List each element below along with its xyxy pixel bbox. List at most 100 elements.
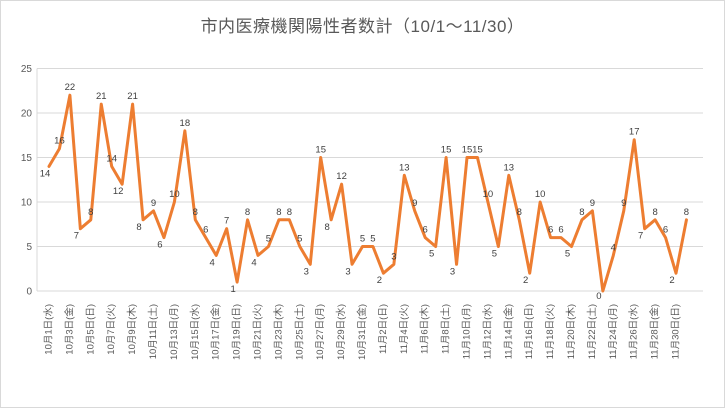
data-label: 13 <box>504 162 515 173</box>
x-tick-label: 11月28日(金) <box>649 304 661 359</box>
x-tick-label: 11月10日(月) <box>462 304 473 359</box>
data-label: 3 <box>345 266 350 277</box>
data-label: 9 <box>412 198 417 209</box>
data-label: 8 <box>287 207 292 218</box>
x-tick-label: 10月19日(日) <box>232 304 243 360</box>
x-tick-label: 11月8日(土) <box>440 304 452 354</box>
data-label: 15 <box>472 145 483 156</box>
data-label: 6 <box>423 225 428 236</box>
data-label: 9 <box>151 198 156 209</box>
chart-title: 市内医療機関陽性者数計（10/1～11/30） <box>200 17 525 36</box>
x-tick-label: 10月21日(火) <box>253 304 264 360</box>
data-label: 8 <box>517 207 522 218</box>
x-tick-label: 11月20日(木) <box>565 304 577 359</box>
x-tick-label: 11月16日(日) <box>524 304 535 359</box>
data-label: 0 <box>596 291 601 302</box>
data-label: 7 <box>224 216 229 227</box>
y-tick-label: 25 <box>21 64 33 75</box>
data-label: 6 <box>558 225 563 236</box>
data-label: 3 <box>304 266 309 277</box>
x-tick-label: 10月3日(金) <box>63 304 75 355</box>
data-label: 13 <box>399 162 410 173</box>
y-tick-label: 20 <box>21 109 33 120</box>
data-label: 8 <box>88 207 93 218</box>
x-tick-label: 10月7日(火) <box>106 304 117 355</box>
data-label: 8 <box>579 207 584 218</box>
data-label: 14 <box>106 153 117 164</box>
data-label: 7 <box>74 231 79 242</box>
x-tick-label: 11月18日(火) <box>545 304 556 359</box>
data-label: 1 <box>230 284 235 295</box>
data-label: 3 <box>391 251 396 262</box>
data-label: 8 <box>245 207 250 218</box>
data-label: 4 <box>210 257 215 268</box>
data-label: 5 <box>370 234 375 245</box>
data-label: 6 <box>548 225 553 236</box>
data-label: 5 <box>266 234 271 245</box>
data-label: 2 <box>377 275 382 286</box>
x-tick-label: 11月2日(日) <box>378 304 389 354</box>
data-label: 2 <box>669 275 674 286</box>
data-label: 10 <box>535 189 546 200</box>
data-label: 6 <box>663 225 668 236</box>
series-line <box>47 93 688 293</box>
x-tick-label: 10月27日(月) <box>315 304 326 360</box>
data-label: 12 <box>113 186 124 197</box>
x-tick-label: 10月13日(月) <box>169 304 180 360</box>
data-label: 8 <box>136 222 141 233</box>
y-tick-label: 5 <box>26 242 32 253</box>
data-label: 15 <box>315 145 326 156</box>
y-tick-label: 15 <box>21 153 33 164</box>
x-tick-label: 11月22日(土) <box>586 304 598 359</box>
data-label: 6 <box>157 240 162 251</box>
data-label: 12 <box>336 171 347 182</box>
x-tick-label: 10月17日(金) <box>210 304 222 360</box>
data-label: 8 <box>652 207 657 218</box>
data-label: 5 <box>429 249 434 260</box>
data-label: 4 <box>251 257 256 268</box>
x-tick-label: 10月31日(金) <box>356 304 368 360</box>
data-label: 14 <box>40 168 51 179</box>
x-tick-label: 11月14日(金) <box>502 304 514 359</box>
data-label: 15 <box>441 145 452 156</box>
data-label: 3 <box>450 266 455 277</box>
x-tick-label: 10月11日(土) <box>147 304 159 359</box>
data-label: 7 <box>638 231 643 242</box>
x-tick-label: 11月6日(木) <box>419 304 431 354</box>
data-label: 6 <box>203 225 208 236</box>
data-label: 8 <box>276 207 281 218</box>
x-tick-label: 10月5日(日) <box>85 304 96 355</box>
y-tick-label: 0 <box>26 287 32 298</box>
data-label: 21 <box>96 91 107 102</box>
data-label: 4 <box>611 242 616 253</box>
data-label: 8 <box>684 207 689 218</box>
data-label: 18 <box>180 118 191 129</box>
data-label: 5 <box>565 249 570 260</box>
data-label: 10 <box>483 189 494 200</box>
data-label: 16 <box>54 136 65 147</box>
data-label: 17 <box>629 127 640 138</box>
data-label: 5 <box>297 234 302 245</box>
x-tick-label: 10月1日(水) <box>43 304 55 355</box>
data-label: 22 <box>65 82 76 93</box>
x-tick-label: 11月12日(水) <box>481 304 493 359</box>
data-label: 8 <box>193 207 198 218</box>
x-tick-label: 11月4日(火) <box>399 304 410 354</box>
x-tick-label: 10月9日(木) <box>126 304 138 355</box>
y-tick-label: 10 <box>21 198 33 209</box>
data-label: 2 <box>523 275 528 286</box>
data-label: 8 <box>325 222 330 233</box>
x-tick-label: 11月26日(水) <box>628 304 640 359</box>
x-tick-label: 10月15日(水) <box>189 304 201 360</box>
x-tick-label: 10月29日(水) <box>335 304 347 360</box>
data-label: 9 <box>621 198 626 209</box>
x-tick-label: 11月30日(日) <box>671 304 682 359</box>
x-tick-label: 10月25日(土) <box>293 304 305 360</box>
data-label: 5 <box>360 234 365 245</box>
data-label: 5 <box>492 249 497 260</box>
data-label: 9 <box>590 198 595 209</box>
x-tick-label: 10月23日(木) <box>272 304 284 360</box>
x-tick-label: 11月24日(月) <box>608 304 619 359</box>
